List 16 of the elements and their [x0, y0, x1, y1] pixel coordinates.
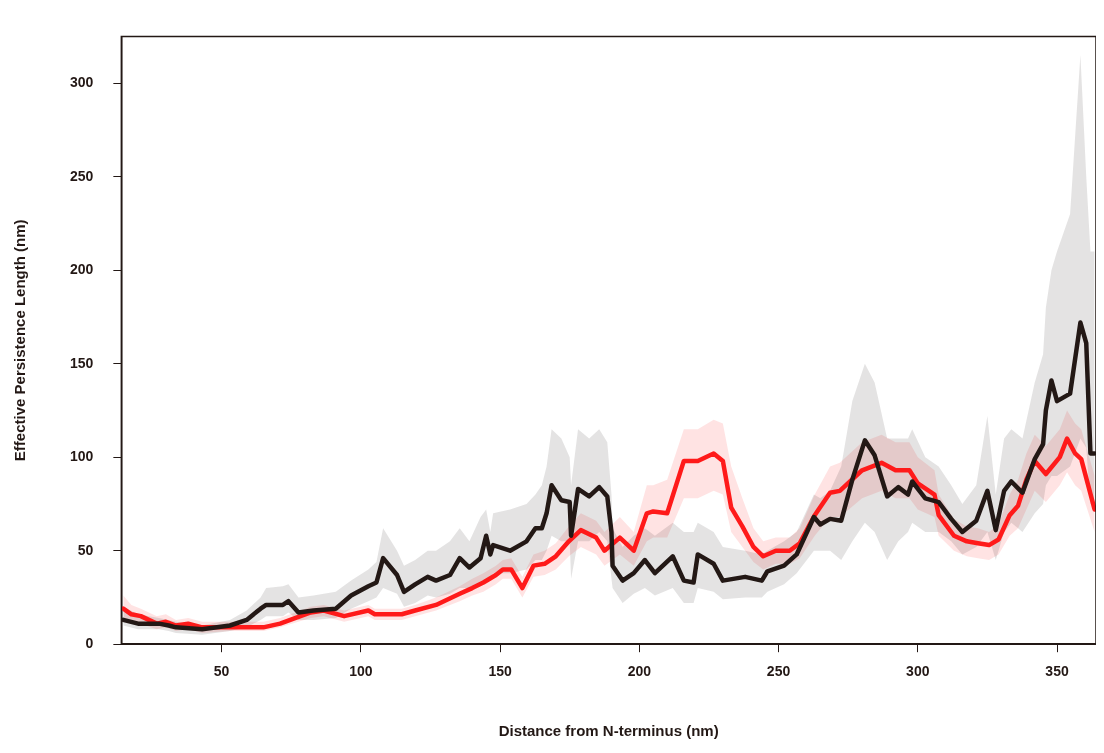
- y-tick-label: 300: [70, 74, 94, 91]
- x-tick-label: 100: [349, 663, 373, 680]
- x-axis-title: Distance from N-terminus (nm): [498, 722, 719, 740]
- y-tick-label: 50: [77, 541, 94, 558]
- x-tick-label: 50: [213, 663, 230, 680]
- y-tick-label: 150: [70, 354, 94, 371]
- x-tick-label: 150: [488, 663, 512, 680]
- y-tick-label: 0: [85, 635, 94, 652]
- y-tick-label: 200: [70, 261, 94, 278]
- y-axis-title: Effective Persistence Length (nm): [11, 219, 29, 462]
- x-tick-label: 200: [627, 663, 652, 680]
- x-tick-label: 250: [766, 663, 791, 680]
- y-tick-label: 100: [70, 448, 94, 465]
- x-tick-label: 300: [906, 663, 930, 680]
- y-tick-label: 250: [70, 167, 94, 184]
- x-tick-label: 350: [1045, 663, 1069, 680]
